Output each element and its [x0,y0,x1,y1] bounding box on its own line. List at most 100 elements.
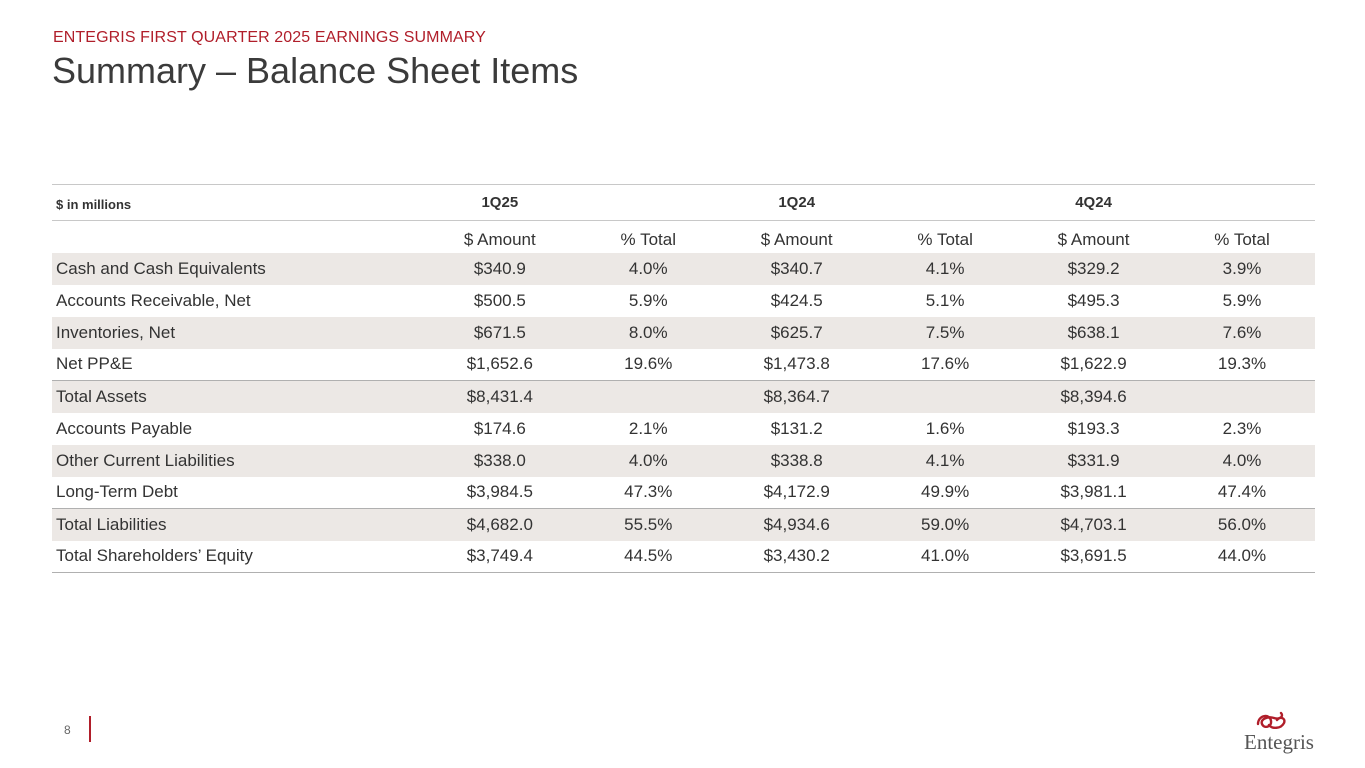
row-label: Net PP&E [56,354,133,374]
cell-value: $4,703.1 [1018,508,1170,541]
cell-value: $174.6 [473,418,526,438]
cell-value: 41.0% [872,540,1019,573]
units-label: $ in millions [56,197,132,212]
row-label: Total Liabilities [52,508,425,541]
cell-value: $340.9 [473,258,526,278]
row-label: Other Current Liabilities [56,450,235,470]
cell-value: $1,622.9 [1060,354,1127,374]
cell-value: 4.0% [1222,450,1262,470]
cell-value: $331.9 [1067,450,1120,470]
cell-value: 5.1% [925,290,965,310]
cell-value: $4,172.9 [763,482,830,502]
cell-value: 17.6% [921,354,970,374]
row-label: Accounts Receivable, Net [56,290,251,310]
deck-kicker: ENTEGRIS FIRST QUARTER 2025 EARNINGS SUM… [53,29,486,46]
cell-value: $625.7 [770,322,823,342]
period-header-4q24: 4Q24 [1075,194,1112,211]
cell-value [575,380,722,413]
cell-value: $3,749.4 [424,540,576,573]
table-row: Other Current Liabilities $338.0 4.0% $3… [52,444,1315,477]
row-label: Inventories, Net [56,322,176,342]
cell-value: 59.0% [872,508,1019,541]
pct-subheader: % Total [1214,229,1270,249]
cell-value [872,380,1019,413]
table-row: Accounts Payable $174.6 2.1% $131.2 1.6%… [52,413,1315,445]
table-row-total-liabilities: Total Liabilities $4,682.0 55.5% $4,934.… [52,508,1315,541]
row-label: Accounts Payable [56,418,193,438]
cell-value: $4,682.0 [424,508,576,541]
amount-subheader: $ Amount [1057,229,1130,249]
table-row: Accounts Receivable, Net $500.5 5.9% $42… [52,285,1315,317]
cell-value: $671.5 [473,322,526,342]
cell-value: $340.7 [770,258,823,278]
cell-value: 7.5% [925,322,965,342]
cell-value [1169,380,1315,413]
page-title: Summary – Balance Sheet Items [52,50,579,91]
cell-value: $500.5 [473,290,526,310]
cell-value: $8,431.4 [424,380,576,413]
balance-sheet-table: $ in millions 1Q25 1Q24 4Q24 $ Amount % … [52,184,1315,573]
row-label: Cash and Cash Equivalents [56,258,266,278]
cell-value: $329.2 [1067,258,1120,278]
cell-value: 7.6% [1222,322,1262,342]
cell-value: 47.3% [624,482,673,502]
cell-value: 4.1% [925,258,965,278]
cell-value: 2.1% [628,418,668,438]
cell-value: 4.0% [628,450,668,470]
cell-value: $638.1 [1067,322,1120,342]
cell-value: 55.5% [575,508,722,541]
cell-value: 47.4% [1217,482,1267,502]
cell-value: $3,430.2 [721,540,873,573]
cell-value: $8,394.6 [1018,380,1170,413]
cell-value: $424.5 [770,290,823,310]
cell-value: 19.6% [624,354,673,374]
column-subheader-row: $ Amount % Total $ Amount % Total $ Amou… [52,221,1315,253]
cell-value: $495.3 [1067,290,1120,310]
cell-value: 8.0% [628,322,668,342]
cell-value: $131.2 [770,418,823,438]
amount-subheader: $ Amount [760,229,833,249]
cell-value: $338.8 [770,450,823,470]
row-label: Long-Term Debt [56,482,178,502]
table-row: Inventories, Net $671.5 8.0% $625.7 7.5%… [52,316,1315,349]
pct-subheader: % Total [620,229,676,249]
amount-subheader: $ Amount [463,229,536,249]
period-header-1q25: 1Q25 [481,194,519,211]
cell-value: 3.9% [1222,258,1262,278]
cell-value: $1,652.6 [466,354,533,374]
table-row-total-assets: Total Assets $8,431.4 $8,364.7 $8,394.6 [52,380,1315,413]
entegris-swirl-icon [1256,711,1286,729]
table-row: Cash and Cash Equivalents $340.9 4.0% $3… [52,252,1315,285]
cell-value: $193.3 [1067,418,1120,438]
period-header-1q24: 1Q24 [778,194,816,211]
cell-value: 49.9% [921,482,970,502]
table-row-total-equity: Total Shareholders’ Equity $3,749.4 44.5… [52,540,1315,573]
cell-value: 5.9% [1222,290,1262,310]
cell-value: 44.0% [1169,540,1315,573]
pct-subheader: % Total [917,229,973,249]
cell-value: $8,364.7 [721,380,873,413]
table-row: Net PP&E $1,652.6 19.6% $1,473.8 17.6% $… [52,349,1315,381]
row-label: Total Shareholders’ Equity [52,540,425,573]
cell-value: $3,984.5 [466,482,533,502]
cell-value: 56.0% [1169,508,1315,541]
cell-value: 19.3% [1217,354,1267,374]
cell-value: 2.3% [1222,418,1262,438]
cell-value: $1,473.8 [763,354,830,374]
logo-wordmark: Entegris [1244,730,1314,754]
row-label: Total Assets [52,380,425,413]
cell-value: $3,691.5 [1018,540,1170,573]
cell-value: $4,934.6 [721,508,873,541]
entegris-logo: Entegris [1240,710,1320,756]
cell-value: $338.0 [473,450,526,470]
cell-value: 5.9% [628,290,668,310]
table-row: Long-Term Debt $3,984.5 47.3% $4,172.9 4… [52,477,1315,509]
cell-value: 44.5% [575,540,722,573]
page-number-divider [89,716,91,742]
page-number: 8 [64,723,71,737]
period-header-row: $ in millions 1Q25 1Q24 4Q24 [52,184,1315,221]
cell-value: $3,981.1 [1060,482,1127,502]
cell-value: 4.1% [925,450,965,470]
cell-value: 4.0% [628,258,668,278]
cell-value: 1.6% [925,418,965,438]
